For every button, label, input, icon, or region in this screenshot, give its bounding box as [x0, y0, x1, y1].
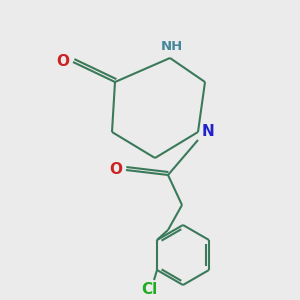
Text: O: O [56, 55, 70, 70]
Text: Cl: Cl [141, 283, 157, 298]
Text: O: O [110, 163, 122, 178]
Text: N: N [202, 124, 214, 140]
Text: NH: NH [161, 40, 183, 52]
